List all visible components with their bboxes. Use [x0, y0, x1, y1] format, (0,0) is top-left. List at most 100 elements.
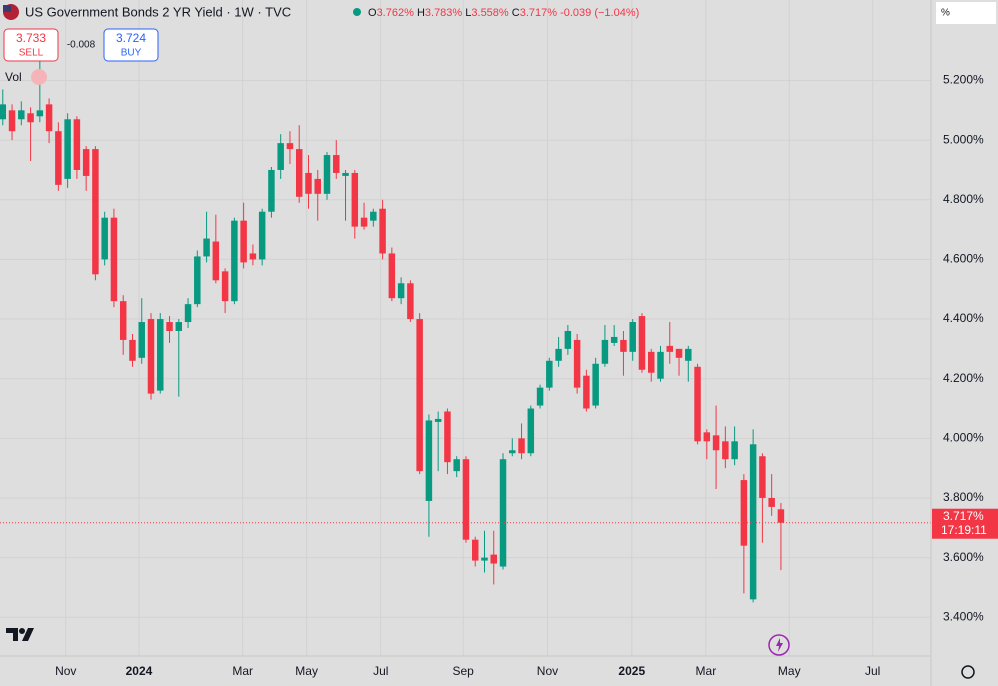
- plot-area: [0, 0, 931, 656]
- low-value: 3.558%: [471, 7, 509, 19]
- candle-body: [55, 131, 62, 185]
- candle-body: [583, 375, 590, 409]
- candle-body: [221, 271, 229, 302]
- events-icon[interactable]: [768, 634, 790, 656]
- logo-shape: [6, 628, 34, 641]
- candle-body: [407, 283, 414, 320]
- candle-body: [268, 169, 275, 212]
- candle-body: [314, 178, 321, 194]
- candle-body: [666, 345, 674, 352]
- sell-label: SELL: [19, 48, 44, 59]
- candle-body: [777, 509, 785, 523]
- candle-body: [277, 143, 284, 170]
- candle-body: [92, 149, 99, 275]
- buy-button[interactable]: [103, 28, 159, 62]
- candle-body: [45, 104, 53, 132]
- candle-body: [82, 149, 90, 176]
- candle-body: [27, 113, 34, 123]
- candle-body: [536, 387, 544, 406]
- candle-body: [481, 557, 488, 561]
- candle-body: [499, 459, 507, 567]
- x-tick-label: Mar: [232, 664, 253, 678]
- candle-body: [360, 217, 368, 227]
- candle-body: [629, 322, 636, 352]
- candle-body: [351, 172, 359, 227]
- candle-body: [675, 348, 683, 358]
- candle-body: [768, 497, 775, 507]
- sell-price: 3.733: [16, 31, 46, 45]
- candle-body: [490, 554, 497, 564]
- x-tick-label: 2024: [126, 664, 153, 678]
- candle-body: [564, 330, 572, 349]
- candle-body: [601, 339, 609, 364]
- unit-label: %: [941, 8, 950, 19]
- candle-body: [184, 304, 192, 323]
- y-tick-label: 4.000%: [943, 430, 984, 444]
- candle-body: [731, 441, 738, 460]
- candle-body: [194, 256, 201, 305]
- y-tick-label: 4.200%: [943, 371, 984, 385]
- change-value: -0.039 (−1.04%): [560, 7, 639, 19]
- candle-body: [323, 155, 331, 194]
- y-tick-label: 4.400%: [943, 311, 984, 325]
- candle-body: [370, 211, 377, 221]
- candle-body: [119, 301, 127, 340]
- candle-body: [425, 420, 433, 501]
- high-value: 3.783%: [425, 7, 463, 19]
- market-status: [353, 8, 361, 16]
- volume-label: Vol: [5, 70, 22, 84]
- x-tick-label: Jul: [373, 664, 388, 678]
- buy-label: BUY: [121, 48, 142, 59]
- open-key: O: [368, 7, 377, 19]
- candle-body: [759, 456, 766, 498]
- candle-body: [703, 432, 711, 442]
- candle-body: [212, 241, 220, 281]
- sell-button[interactable]: [3, 28, 59, 62]
- candle-body: [592, 363, 599, 406]
- candle-body: [286, 143, 294, 150]
- candle-body: [240, 220, 247, 263]
- open-value: 3.762%: [377, 7, 415, 19]
- ohlc-values: O3.762% H3.783% L3.558% C3.717% -0.039 (…: [368, 7, 639, 19]
- candle-body: [157, 319, 164, 391]
- candle-body: [434, 418, 442, 422]
- y-tick-label: 4.600%: [943, 252, 984, 266]
- candle-body: [685, 348, 692, 361]
- x-tick-label: Sep: [453, 664, 475, 678]
- y-tick-label: 5.200%: [943, 73, 984, 87]
- y-tick-label: 3.400%: [943, 609, 984, 623]
- candle-body: [388, 253, 396, 299]
- low-key: L: [465, 7, 471, 19]
- countdown-label: 17:19:11: [941, 523, 987, 537]
- tv-logo: [6, 628, 34, 641]
- candle-body: [249, 253, 257, 260]
- header: US Government Bonds 2 YR Yield · 1W · TV…: [3, 2, 996, 85]
- y-tick-label: 4.800%: [943, 192, 984, 206]
- candle-body: [546, 360, 553, 388]
- logo-dot: [19, 628, 25, 634]
- candle-body: [138, 322, 145, 358]
- y-tick-label: 5.000%: [943, 132, 984, 146]
- candle-body: [657, 351, 664, 379]
- candle-body: [397, 283, 405, 299]
- candle-body: [740, 480, 748, 546]
- close-key: C: [512, 7, 520, 19]
- candle-body: [722, 441, 729, 460]
- candle-body: [712, 435, 720, 451]
- symbol-title: US Government Bonds 2 YR Yield · 1W · TV…: [25, 4, 291, 19]
- candle-body: [462, 459, 470, 540]
- candle-body: [573, 339, 581, 388]
- candle-body: [416, 319, 423, 472]
- candle-body: [527, 408, 535, 454]
- settings-icon[interactable]: [961, 665, 975, 679]
- y-tick-label: 3.800%: [943, 490, 984, 504]
- candle-body: [258, 211, 266, 260]
- candle-body: [110, 217, 118, 302]
- candle-body: [73, 119, 81, 170]
- candle-body: [0, 104, 7, 120]
- volume-warning[interactable]: [31, 69, 47, 85]
- candle-body: [647, 351, 655, 373]
- candle-body: [555, 348, 562, 361]
- unit-box[interactable]: [936, 2, 996, 24]
- candle-body: [166, 322, 173, 331]
